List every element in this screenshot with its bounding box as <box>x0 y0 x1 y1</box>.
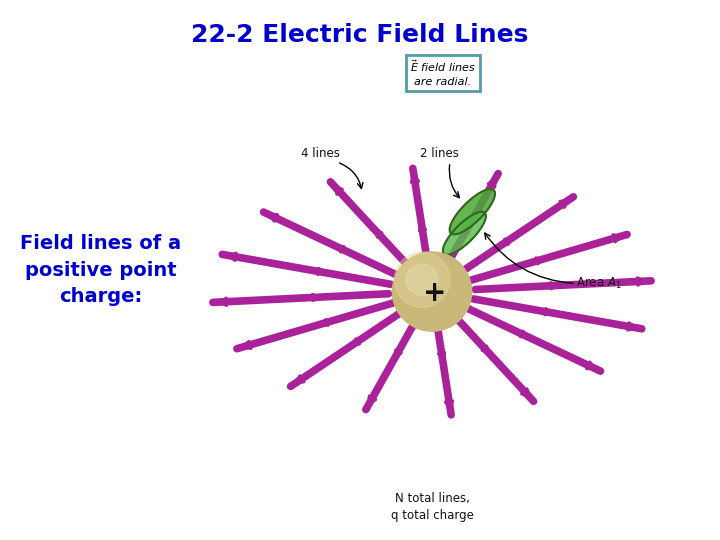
Text: +: + <box>423 279 446 307</box>
Ellipse shape <box>406 264 438 295</box>
Ellipse shape <box>392 252 472 331</box>
Text: 2 lines: 2 lines <box>420 147 459 160</box>
Text: 22-2 Electric Field Lines: 22-2 Electric Field Lines <box>192 23 528 47</box>
Text: Field lines of a
positive point
charge:: Field lines of a positive point charge: <box>20 234 181 306</box>
Text: Area $A_1$: Area $A_1$ <box>576 276 621 291</box>
Ellipse shape <box>449 189 495 234</box>
Text: $\vec{E}$ field lines
are radial.: $\vec{E}$ field lines are radial. <box>410 58 476 87</box>
Ellipse shape <box>443 212 486 255</box>
Text: N total lines,
q total charge: N total lines, q total charge <box>390 491 474 522</box>
Text: 4 lines: 4 lines <box>301 147 340 160</box>
Ellipse shape <box>395 252 450 307</box>
